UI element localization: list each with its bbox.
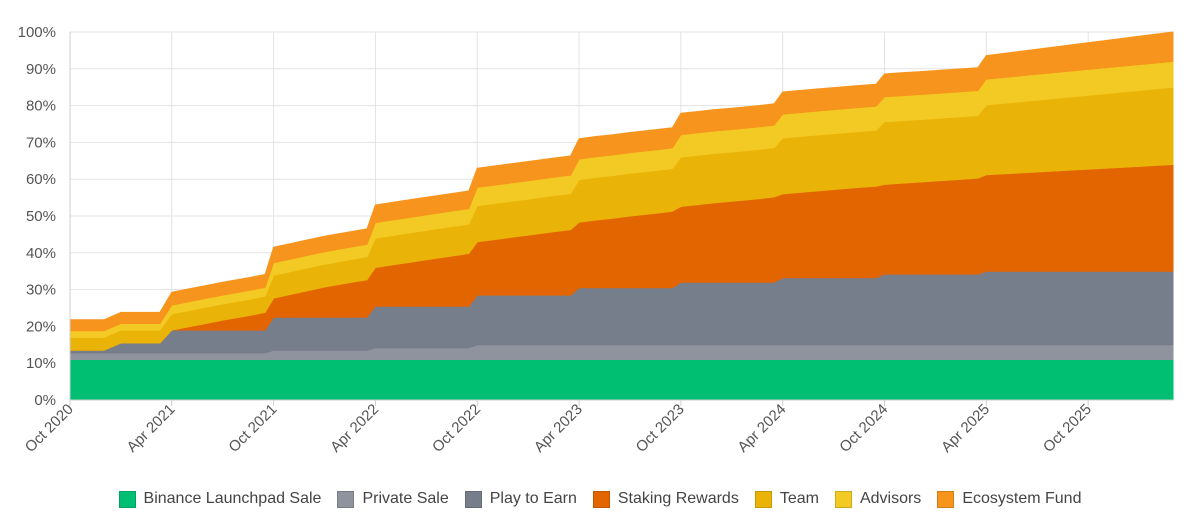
x-tick-label: Oct 2022 [429,401,484,456]
legend-label: Binance Launchpad Sale [143,490,322,507]
legend-swatch [937,490,955,508]
y-tick-label: 30% [26,282,56,299]
x-tick-label: Apr 2022 [327,401,382,456]
legend-item-binance-launchpad-sale[interactable]: Binance Launchpad Sale [118,490,322,508]
legend-item-private-sale[interactable]: Private Sale [337,490,449,508]
legend: Binance Launchpad Sale Private Sale Play t… [0,490,1200,508]
legend-swatch [834,490,852,508]
legend-item-advisors[interactable]: Advisors [834,490,922,508]
y-tick-label: 20% [26,318,56,335]
legend-swatch [754,490,772,508]
y-tick-label: 100% [18,24,56,41]
legend-swatch [118,490,136,508]
x-tick-label: Apr 2024 [734,401,789,456]
series-areas [69,31,1174,401]
y-tick-label: 0% [34,392,56,409]
y-tick-label: 40% [26,245,56,262]
y-tick-label: 70% [26,134,56,151]
legend-item-team[interactable]: Team [754,490,819,508]
y-tick-label: 60% [26,171,56,188]
x-tick-label: Apr 2025 [938,401,993,456]
series-area-ecosystem-fund[interactable] [69,31,1174,332]
y-tick-label: 90% [26,61,56,78]
legend-label: Staking Rewards [617,490,739,507]
x-tick-label: Oct 2025 [1040,401,1095,456]
legend-item-play-to-earn[interactable]: Play to Earn [464,490,577,508]
legend-swatch [464,490,482,508]
x-tick-label: Oct 2023 [633,401,688,456]
stacked-area-chart: 0% 10% 20% 30% 40% 50% 60% 70% 80% 90% 100% Oct 202… [18,24,1174,456]
x-tick-label: Apr 2023 [531,401,586,456]
x-tick-label: Oct 2020 [22,401,77,456]
x-tick-label: Oct 2024 [836,401,891,456]
legend-label: Ecosystem Fund [962,490,1082,507]
legend-label: Team [779,490,819,507]
legend-label: Play to Earn [489,490,577,507]
series-area-binance-launchpad-sale[interactable] [69,359,1174,401]
legend-swatch [337,490,355,508]
y-tick-label: 10% [26,355,56,372]
y-tick-label: 80% [26,98,56,115]
legend-label: Advisors [859,490,922,507]
x-tick-label: Apr 2021 [124,401,179,456]
legend-swatch [592,490,610,508]
legend-label: Private Sale [362,490,449,507]
x-tick-label: Oct 2021 [225,401,280,456]
legend-item-ecosystem-fund[interactable]: Ecosystem Fund [937,490,1081,508]
y-tick-label: 50% [26,208,56,225]
legend-item-staking-rewards[interactable]: Staking Rewards [592,490,739,508]
